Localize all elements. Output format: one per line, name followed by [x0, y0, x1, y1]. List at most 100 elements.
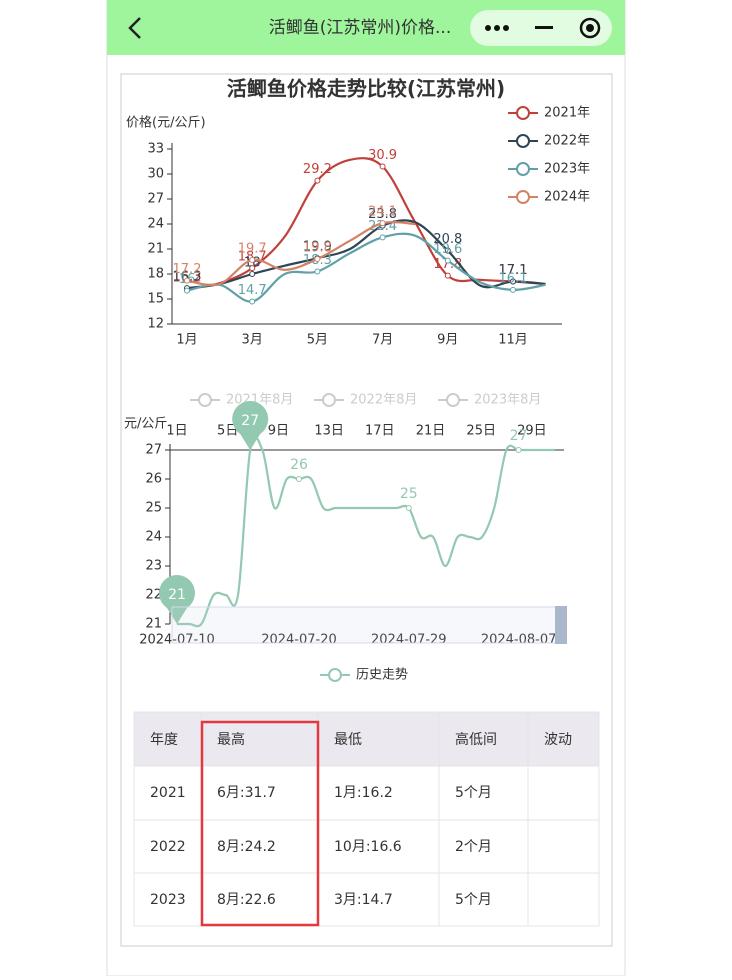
- mark-pin-label: 27: [241, 413, 259, 429]
- y-axis-label: 价格(元/公斤): [126, 115, 206, 131]
- point: [405, 505, 412, 511]
- point: [515, 447, 522, 453]
- point: [510, 286, 516, 293]
- table-cell: 8月:24.2: [217, 839, 276, 855]
- table-cell: 3月:14.7: [334, 892, 393, 908]
- mark-pin: [159, 575, 195, 624]
- data-label: 30.9: [368, 148, 397, 163]
- table-cell: 2021: [150, 785, 186, 801]
- table-cell: 8月:22.6: [217, 892, 276, 908]
- minimize-button[interactable]: [535, 26, 553, 29]
- chart-title: 活鲫鱼价格走势比较(江苏常州): [227, 77, 505, 101]
- table-cell: 2023: [150, 892, 186, 908]
- y-tick-label: 21: [145, 617, 162, 632]
- data-label: 19.6: [433, 242, 462, 257]
- y-tick-label: 24: [145, 530, 162, 545]
- table-cell: 1月:16.2: [334, 785, 393, 801]
- legend-label-inactive: 2022年8月: [350, 393, 417, 408]
- point: [510, 278, 516, 285]
- data-label: 19.8: [303, 241, 332, 256]
- legend-label: 2023年: [544, 162, 590, 177]
- data-label: 14.7: [238, 283, 267, 298]
- point: [314, 256, 321, 262]
- data-label: 25: [400, 486, 418, 502]
- y-tick-label: 12: [147, 317, 164, 332]
- zoom-handle[interactable]: [555, 606, 567, 644]
- x-tick-label: 3月: [242, 333, 263, 348]
- data-label: 17.1: [499, 263, 528, 278]
- point: [444, 257, 451, 264]
- mark-pin-label: 21: [168, 587, 186, 603]
- table: 年度 最高 最低 高低间 波动 2021 6月:31.7 1月:16.2 5个月 2022 8月:2…: [133, 711, 600, 927]
- legend-marker-inactive: [198, 393, 212, 407]
- line: [176, 435, 556, 628]
- y-axis-label: 元/公斤: [124, 417, 167, 432]
- data-label: 16.1: [499, 271, 528, 286]
- x-tick-label: 2024-08-07: [481, 633, 557, 648]
- y-tick-label: 21: [147, 242, 164, 257]
- zoom-slider: [171, 606, 563, 644]
- highlight-box: [200, 720, 320, 927]
- point: [184, 277, 190, 284]
- legend-label: 2021年: [544, 106, 590, 121]
- data-label: 16.3: [173, 270, 202, 285]
- table-header-cell: 最低: [334, 732, 362, 748]
- legend-marker: [516, 106, 530, 120]
- point: [379, 234, 386, 241]
- top-axis-label: 9日: [268, 424, 289, 439]
- point: [314, 268, 321, 275]
- x-tick-label: 2024-07-29: [371, 633, 447, 648]
- y-tick-label: 26: [145, 472, 162, 487]
- point: [444, 272, 451, 279]
- x-tick-label: 11月: [498, 333, 528, 348]
- close-button[interactable]: [579, 17, 601, 39]
- table-header-cell: 高低间: [455, 731, 497, 748]
- data-label: 26: [290, 457, 308, 473]
- top-axis-label: 21日: [416, 424, 446, 439]
- x-tick-label: 2024-07-20: [261, 633, 337, 648]
- legend-marker: [516, 190, 530, 204]
- legend-label: 2022年: [544, 134, 590, 149]
- data-label: 17.2: [173, 262, 202, 277]
- table-cell: 2022: [150, 839, 186, 855]
- legend-marker: [516, 162, 530, 176]
- x-tick-label: 2024-07-10: [139, 633, 215, 648]
- data-label: 17.8: [433, 257, 462, 272]
- legend-label-inactive: 2023年8月: [474, 393, 541, 408]
- x-tick-label: 7月: [372, 333, 393, 348]
- y-tick-label: 22: [145, 588, 162, 603]
- point: [296, 476, 302, 482]
- point: [444, 247, 451, 254]
- data-label: 27: [510, 428, 528, 444]
- y-tick-label: 18: [147, 267, 164, 282]
- y-tick-label: 30: [147, 167, 164, 182]
- legend-marker: [328, 668, 342, 682]
- point: [379, 163, 386, 170]
- more-button[interactable]: [485, 25, 509, 31]
- y-tick-label: 15: [147, 292, 164, 307]
- point: [249, 265, 256, 272]
- point: [249, 271, 256, 277]
- x-tick-label: 9月: [437, 333, 458, 348]
- y-tick-label: 24: [147, 217, 164, 232]
- x-tick-label: 5月: [307, 333, 328, 348]
- point: [314, 177, 321, 184]
- point: [184, 287, 190, 294]
- top-axis-label: 5日: [217, 424, 238, 439]
- table-cell: 5个月: [455, 892, 492, 908]
- phone-frame: [106, 0, 626, 977]
- x-tick-label: 1月: [176, 333, 197, 348]
- y-tick-label: 27: [147, 192, 164, 207]
- nav-title: 活鲫鱼(江苏常州)价格...: [269, 18, 451, 38]
- back-button[interactable]: [128, 17, 141, 39]
- legend-marker: [516, 134, 530, 148]
- data-label: 19.9: [303, 240, 332, 255]
- top-axis-label: 17日: [365, 424, 395, 439]
- data-label: 29.2: [303, 162, 332, 177]
- y-tick-label: 27: [145, 443, 162, 458]
- point: [379, 220, 386, 227]
- y-tick-label: 23: [145, 559, 162, 574]
- top-axis-label: 25日: [466, 424, 496, 439]
